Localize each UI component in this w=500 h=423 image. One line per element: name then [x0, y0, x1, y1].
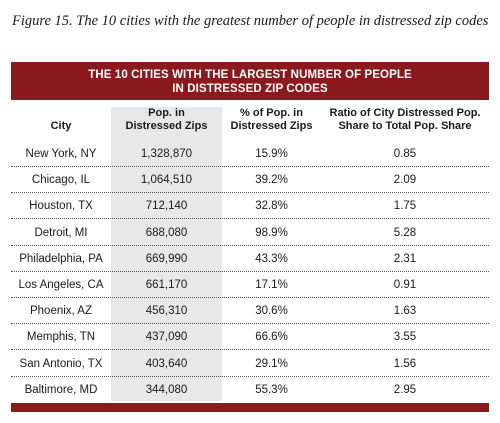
row-divider	[11, 192, 489, 194]
header-pop-in-distressed-zips: Pop. in Distressed Zips	[125, 107, 208, 132]
table-row: New York, NY 1,328,870 15.9% 0.85	[11, 141, 489, 167]
row-divider	[11, 244, 489, 246]
table-row: Detroit, MI 688,080 98.9% 5.28	[11, 220, 489, 246]
row-divider	[11, 166, 489, 167]
cell-pop: 712,140	[145, 200, 188, 213]
cell-ratio: 1.56	[393, 357, 417, 370]
row-divider	[11, 349, 489, 351]
table-title-line-1: THE 10 CITIES WITH THE LARGEST NUMBER OF…	[88, 69, 412, 81]
cell-pop: 688,080	[145, 226, 188, 239]
cell-pop: 403,640	[145, 357, 188, 370]
cell-pct: 98.9%	[255, 226, 288, 239]
cell-pop: 1,064,510	[140, 174, 193, 187]
cell-pop: 344,080	[145, 383, 188, 396]
cell-city: Phoenix, AZ	[29, 305, 92, 318]
cell-city: Memphis, TN	[26, 331, 96, 344]
cell-pct: 30.6%	[255, 305, 288, 318]
table-row: Los Angeles, CA 661,170 17.1% 0.91	[11, 272, 489, 298]
row-divider	[11, 270, 489, 272]
header-pct-of-pop: % of Pop. in Distressed Zips	[230, 107, 313, 132]
row-divider	[11, 297, 489, 298]
table-row: Chicago, IL 1,064,510 39.2% 2.09	[11, 167, 489, 194]
cell-pct: 17.1%	[255, 279, 288, 291]
cell-pop: 1,328,870	[140, 148, 193, 160]
figure-caption: Figure 15. The 10 cities with the greate…	[12, 13, 489, 29]
cell-ratio: 2.09	[393, 174, 417, 187]
cell-pop: 456,310	[145, 305, 188, 318]
table-row: Baltimore, MD 344,080 55.3% 2.95	[11, 377, 489, 403]
row-divider	[11, 375, 489, 377]
cell-city: Chicago, IL	[31, 174, 91, 187]
pop-column-shading	[111, 107, 222, 401]
cell-pct: 29.1%	[255, 357, 288, 370]
cell-ratio: 1.63	[393, 305, 417, 318]
table-bottom-bar	[11, 403, 489, 412]
table-row: Philadelphia, PA 669,990 43.3% 2.31	[11, 246, 489, 272]
table-header: City Pop. in Distressed Zips % of Pop. i…	[11, 107, 489, 139]
header-ratio: Ratio of City Distressed Pop. Share to T…	[329, 107, 481, 132]
cell-pct: 66.6%	[255, 331, 288, 344]
table-title-line-2: IN DISTRESSED ZIP CODES	[172, 83, 328, 95]
cell-pct: 32.8%	[255, 200, 288, 213]
cell-ratio: 5.28	[393, 226, 417, 239]
cell-pct: 15.9%	[255, 148, 288, 160]
cell-pct: 55.3%	[255, 383, 288, 396]
cell-city: Los Angeles, CA	[18, 279, 104, 291]
cell-ratio: 3.55	[393, 331, 417, 344]
cell-city: Detroit, MI	[34, 226, 88, 239]
header-city: City	[50, 120, 72, 132]
cell-ratio: 0.85	[393, 148, 417, 160]
row-divider	[11, 218, 489, 220]
cell-city: Baltimore, MD	[24, 383, 98, 396]
cell-pop: 669,990	[145, 252, 188, 265]
cell-city: Houston, TX	[29, 200, 93, 213]
cell-pct: 39.2%	[255, 174, 288, 187]
row-divider	[11, 323, 489, 325]
distressed-cities-table: THE 10 CITIES WITH THE LARGEST NUMBER OF…	[11, 62, 489, 412]
table-title-banner: THE 10 CITIES WITH THE LARGEST NUMBER OF…	[11, 62, 489, 100]
cell-pop: 437,090	[145, 331, 188, 344]
cell-pop: 661,170	[145, 279, 188, 291]
cell-pct: 43.3%	[255, 252, 288, 265]
table-row: Memphis, TN 437,090 66.6% 3.55	[11, 324, 489, 351]
cell-city: New York, NY	[25, 148, 97, 160]
table-row: Houston, TX 712,140 32.8% 1.75	[11, 193, 489, 220]
table-row: Phoenix, AZ 456,310 30.6% 1.63	[11, 298, 489, 325]
cell-ratio: 1.75	[393, 200, 417, 213]
cell-ratio: 0.91	[393, 279, 417, 291]
cell-city: Philadelphia, PA	[19, 252, 103, 265]
table-row: San Antonio, TX 403,640 29.1% 1.56	[11, 351, 489, 377]
cell-ratio: 2.31	[393, 252, 417, 265]
cell-ratio: 2.95	[393, 383, 417, 396]
cell-city: San Antonio, TX	[19, 357, 103, 370]
